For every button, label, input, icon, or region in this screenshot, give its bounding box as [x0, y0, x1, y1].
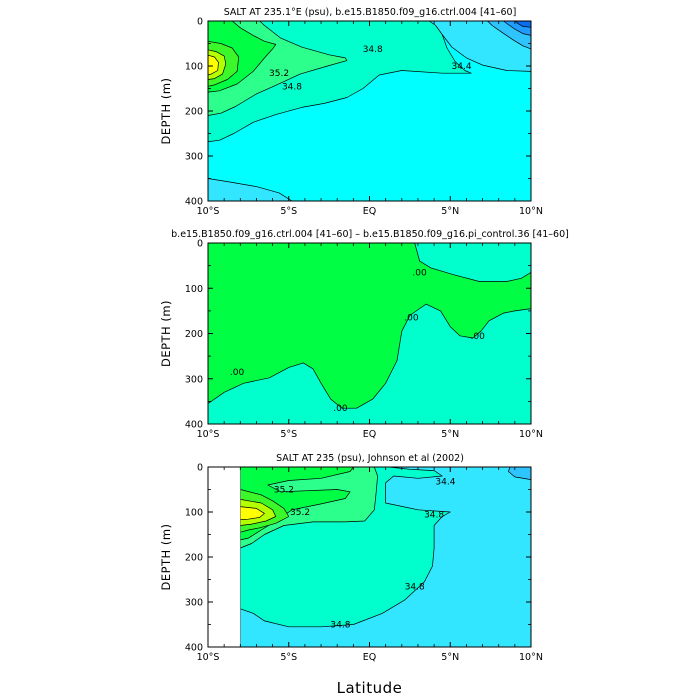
y-tick-label: 0: [197, 17, 203, 28]
contour-label: 34.8: [282, 82, 302, 92]
x-tick-label: EQ: [363, 206, 376, 217]
x-axis-label: Latitude: [337, 679, 403, 697]
x-tick-label: 10°S: [197, 429, 220, 440]
x-tick-label: 5°N: [441, 206, 459, 217]
contour-label: 34.4: [435, 477, 455, 487]
contour-label: 34.8: [330, 621, 350, 631]
contour-label: 35.2: [269, 69, 289, 79]
x-tick-label: 5°S: [280, 206, 297, 217]
y-tick-label: 100: [185, 508, 203, 519]
x-tick-label: 10°N: [519, 206, 543, 217]
y-tick-label: 0: [197, 463, 203, 474]
panel-title: SALT AT 235 (psu), Johnson et al (2002): [276, 453, 464, 464]
x-tick-label: 10°N: [519, 652, 543, 663]
x-tick-label: 10°S: [197, 206, 220, 217]
y-tick-label: 0: [197, 239, 203, 250]
x-tick-label: EQ: [363, 652, 376, 663]
contour-panel-1: SALT AT 235.1°E (psu), b.e15.B1850.f09_g…: [159, 7, 543, 217]
y-tick-label: 100: [185, 62, 203, 73]
y-tick-label: 300: [185, 374, 203, 385]
contour-label: .00: [412, 268, 427, 278]
y-tick-label: 200: [185, 329, 203, 340]
x-tick-label: 10°S: [197, 652, 220, 663]
x-tick-label: EQ: [363, 429, 376, 440]
contour-label: 34.8: [405, 582, 425, 592]
contour-label: .00: [230, 368, 245, 378]
contour-label: 35.2: [290, 508, 310, 518]
x-tick-label: 5°S: [280, 429, 297, 440]
y-axis-label: DEPTH (m): [159, 523, 173, 590]
contour-label: 34.4: [452, 62, 472, 72]
y-axis-label: DEPTH (m): [159, 77, 173, 144]
y-tick-label: 200: [185, 553, 203, 564]
x-tick-label: 10°N: [519, 429, 543, 440]
y-tick-label: 400: [185, 643, 203, 654]
contour-label: .00: [471, 332, 486, 342]
x-tick-label: 5°N: [441, 429, 459, 440]
panel-title: b.e15.B1850.f09_g16.ctrl.004 [41–60] – b…: [171, 229, 569, 240]
y-tick-label: 300: [185, 598, 203, 609]
x-tick-label: 5°N: [441, 652, 459, 663]
panel-title: SALT AT 235.1°E (psu), b.e15.B1850.f09_g…: [224, 7, 517, 18]
contour-region: [207, 242, 532, 409]
y-tick-label: 400: [185, 420, 203, 431]
contour-label: 34.8: [424, 510, 444, 520]
contour-panel-2: b.e15.B1850.f09_g16.ctrl.004 [41–60] – b…: [159, 229, 569, 440]
y-axis-label: DEPTH (m): [159, 300, 173, 367]
y-tick-label: 300: [185, 152, 203, 163]
y-tick-label: 100: [185, 284, 203, 295]
contour-label: .00: [404, 314, 419, 324]
y-tick-label: 400: [185, 197, 203, 208]
y-tick-label: 200: [185, 107, 203, 118]
x-tick-label: 5°S: [280, 652, 297, 663]
contour-label: 35.2: [274, 486, 294, 496]
contour-region: [239, 466, 378, 549]
contour-label: .00: [333, 404, 348, 414]
contour-region: [208, 467, 241, 647]
contour-panel-3: SALT AT 235 (psu), Johnson et al (2002) 1…: [159, 453, 543, 697]
contour-label: 34.8: [363, 45, 383, 55]
